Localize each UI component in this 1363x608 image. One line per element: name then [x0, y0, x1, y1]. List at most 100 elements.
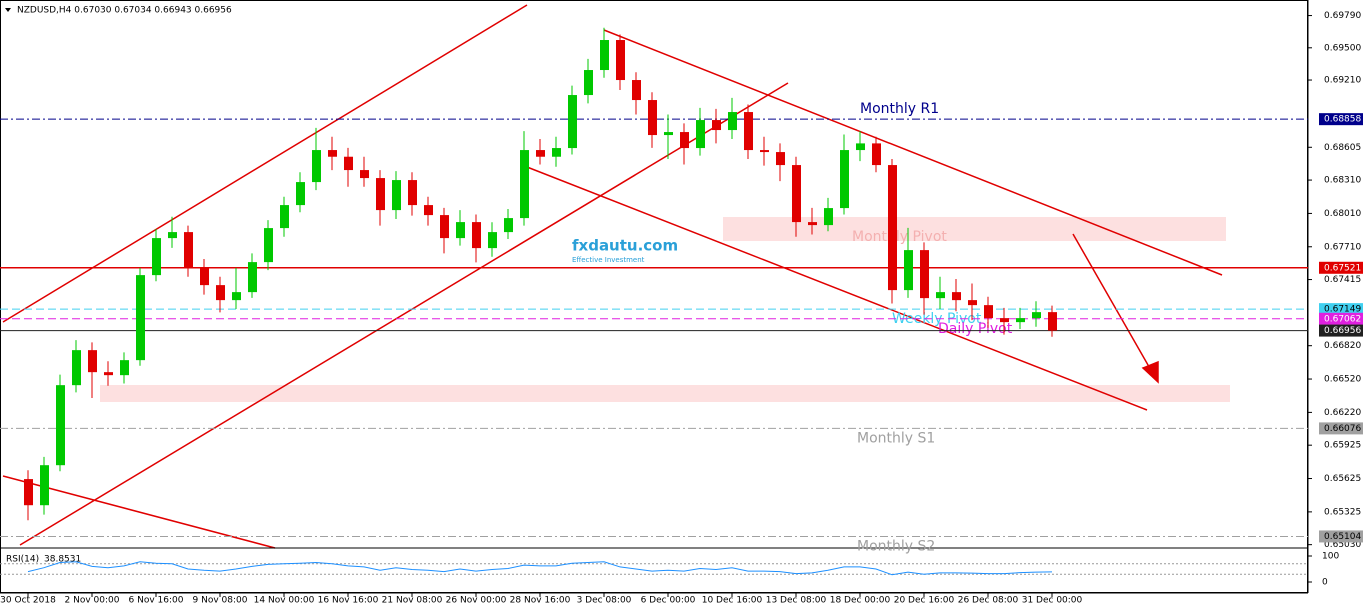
x-tick-label: 20 Dec 16:00 [894, 596, 955, 606]
candle-body [120, 360, 129, 376]
candle-body [472, 222, 481, 249]
x-tick-label: 30 Oct 2018 [0, 596, 56, 606]
candle-body [648, 100, 657, 136]
candle-body [1016, 318, 1025, 323]
y-tick-label: 0.68605 [1324, 143, 1361, 153]
candle-body [536, 150, 545, 157]
price-tag [1319, 530, 1363, 543]
candle-body [728, 112, 737, 131]
menu-icon[interactable] [5, 8, 11, 12]
y-tick-label: 0.68310 [1324, 176, 1361, 186]
y-tick-label: 0.65030 [1324, 540, 1361, 550]
rsi-tick-label: 100 [1322, 552, 1339, 562]
candle-body [520, 150, 529, 219]
x-tick-label: 10 Dec 16:00 [702, 596, 763, 606]
candle-body [328, 150, 337, 157]
candle-body [712, 120, 721, 131]
x-tick-label: 18 Dec 00:00 [830, 596, 891, 606]
price-tag-label: 0.68858 [1324, 115, 1361, 125]
level-name: Monthly R1 [860, 101, 939, 117]
y-tick-label: 0.66520 [1324, 375, 1361, 385]
rsi-tick-label: 0 [1322, 578, 1328, 588]
candle-body [248, 262, 257, 293]
x-tick-label: 3 Dec 08:00 [577, 596, 632, 606]
rsi-name: RSI(14) [6, 555, 39, 565]
y-tick-label: 0.69500 [1324, 43, 1361, 53]
price-tag-label: 0.66956 [1324, 326, 1361, 336]
candle-body [936, 292, 945, 299]
candle-body [296, 182, 305, 206]
price-tag [1319, 422, 1363, 435]
candle-body [968, 300, 977, 306]
x-tick-label: 9 Nov 08:00 [193, 596, 248, 606]
candle-body [376, 178, 385, 211]
x-tick-label: 14 Nov 00:00 [254, 596, 315, 606]
y-tick-label: 0.65325 [1324, 507, 1361, 517]
candle-body [1000, 318, 1009, 323]
trendline [2, 4, 528, 323]
chart-title: NZDUSD,H4 0.67030 0.67034 0.66943 0.6695… [17, 6, 232, 16]
candle-body [552, 148, 561, 157]
candle-body [184, 232, 193, 269]
candle-body [600, 40, 609, 71]
candle-body [888, 165, 897, 291]
y-tick-label: 0.69210 [1324, 76, 1361, 86]
candle-body [40, 465, 49, 506]
candle-body [136, 275, 145, 361]
candle-body [72, 350, 81, 386]
y-tick-label: 0.66820 [1324, 341, 1361, 351]
x-tick-label: 28 Nov 16:00 [510, 596, 571, 606]
rsi-value: 38.8531 [44, 555, 81, 565]
price-tag [1319, 261, 1363, 274]
x-tick-label: 31 Dec 00:00 [1022, 596, 1083, 606]
candle-body [824, 208, 833, 226]
candle-body [88, 350, 97, 373]
candle-body [312, 150, 321, 183]
candle-body [344, 156, 353, 171]
candle-body [440, 215, 449, 239]
candle-body [24, 479, 33, 506]
resistance-zone [723, 217, 1226, 241]
candle-body [360, 170, 369, 179]
arrow-head [1141, 360, 1159, 384]
price-tag-label: 0.67062 [1324, 314, 1361, 324]
arrow-line [1072, 233, 1153, 373]
y-tick-label: 0.66220 [1324, 408, 1361, 418]
candle-body [408, 180, 417, 206]
y-tick-label: 0.67710 [1324, 242, 1361, 252]
trendline [19, 82, 789, 546]
candle-body [920, 250, 929, 299]
x-tick-label: 26 Nov 00:00 [446, 596, 507, 606]
y-tick-label: 0.68010 [1324, 209, 1361, 219]
watermark: fxdautu.com [572, 237, 678, 255]
candle-body [808, 222, 817, 226]
y-tick-label: 0.65625 [1324, 474, 1361, 484]
candle-body [664, 132, 673, 136]
candle-body [744, 112, 753, 151]
candle-body [232, 292, 241, 301]
y-tick-label: 0.69790 [1324, 11, 1361, 21]
candle-body [872, 143, 881, 166]
candle-body [904, 250, 913, 291]
price-tag-label: 0.67149 [1324, 305, 1361, 315]
candle-body [1048, 312, 1057, 331]
zone-label: Monthly Pivot [852, 229, 947, 245]
candle-body [104, 372, 113, 376]
candle-body [632, 80, 641, 101]
x-tick-label: 21 Nov 08:00 [382, 596, 443, 606]
candle-body [504, 218, 513, 233]
candle-body [424, 205, 433, 216]
candle-body [792, 165, 801, 223]
price-tag-label: 0.65104 [1324, 532, 1361, 542]
candle-body [760, 150, 769, 153]
candle-body [568, 95, 577, 149]
price-tag-label: 0.67521 [1324, 263, 1361, 273]
y-tick-label: 0.67415 [1324, 275, 1361, 285]
frame [0, 0, 1308, 593]
candle-body [984, 305, 993, 319]
y-tick-label: 0.65925 [1324, 441, 1361, 451]
support-zone [100, 385, 1230, 402]
price-tag-label: 0.66076 [1324, 424, 1361, 434]
candle-body [392, 180, 401, 211]
